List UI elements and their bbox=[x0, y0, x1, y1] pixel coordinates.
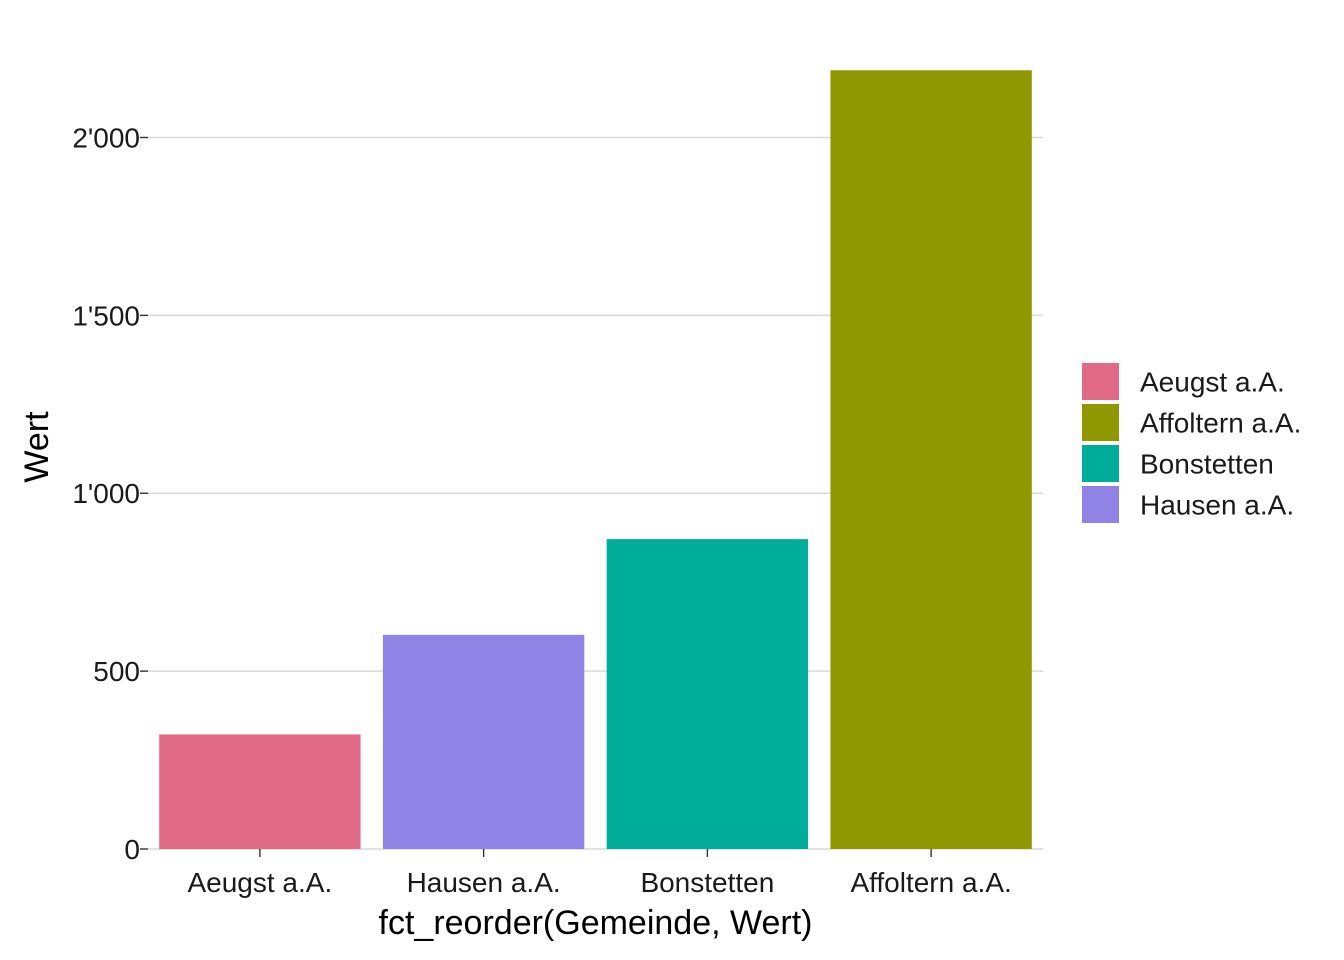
legend-label-2: Bonstetten bbox=[1140, 449, 1274, 480]
x-tick-label-0: Aeugst a.A. bbox=[187, 867, 332, 898]
y-tick-label-4: 2'000 bbox=[72, 122, 140, 153]
legend-label-1: Affoltern a.A. bbox=[1140, 408, 1301, 439]
bar-2 bbox=[606, 539, 809, 849]
y-tick-label-2: 1'000 bbox=[72, 478, 140, 509]
legend-label-3: Hausen a.A. bbox=[1140, 490, 1294, 521]
bar-3 bbox=[830, 70, 1032, 849]
legend-key-2 bbox=[1082, 445, 1119, 482]
y-axis-title: Wert bbox=[18, 411, 56, 483]
y-tick-label-3: 1'500 bbox=[72, 300, 140, 331]
x-tick-label-1: Hausen a.A. bbox=[407, 867, 561, 898]
x-axis: Aeugst a.A. Hausen a.A. Bonstetten Affolter… bbox=[187, 849, 1012, 898]
bar-0 bbox=[159, 734, 361, 849]
y-axis: 0 500 1'000 1'500 2'000 bbox=[72, 122, 148, 865]
legend-key-1 bbox=[1082, 404, 1119, 441]
bar-1 bbox=[382, 634, 585, 849]
legend: Aeugst a.A. Affoltern a.A. Bonstetten Hause… bbox=[1082, 363, 1301, 523]
x-tick-label-3: Affoltern a.A. bbox=[850, 867, 1011, 898]
legend-key-3 bbox=[1082, 486, 1119, 523]
legend-label-0: Aeugst a.A. bbox=[1140, 367, 1285, 398]
y-tick-label-1: 500 bbox=[93, 656, 140, 687]
legend-key-0 bbox=[1082, 363, 1119, 400]
bars bbox=[159, 70, 1032, 849]
y-tick-label-0: 0 bbox=[124, 834, 140, 865]
x-axis-title: fct_reorder(Gemeinde, Wert) bbox=[379, 904, 813, 942]
x-tick-label-2: Bonstetten bbox=[640, 867, 774, 898]
